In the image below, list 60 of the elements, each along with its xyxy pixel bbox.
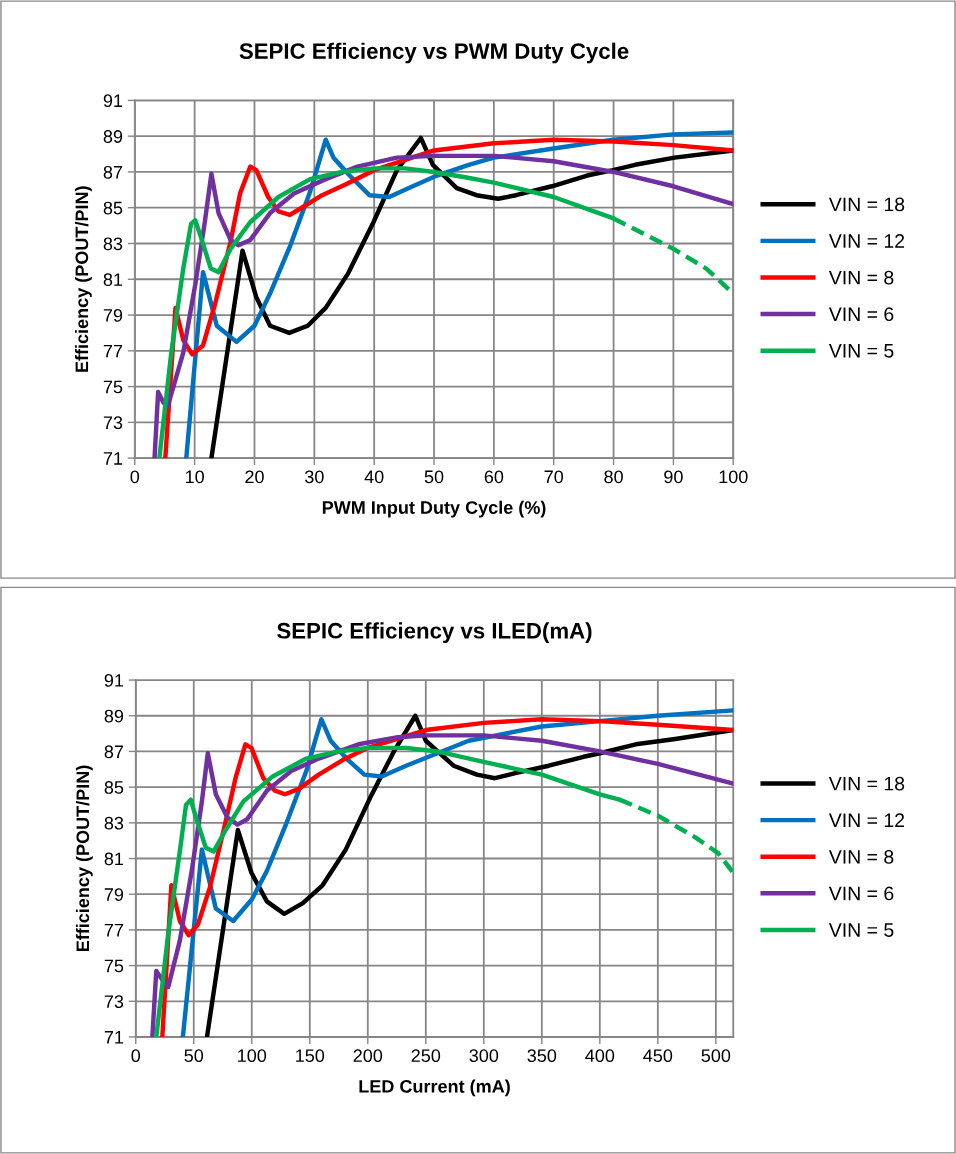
x-tick-label: 100 (238, 1049, 267, 1063)
x-tick-label: 400 (585, 1049, 615, 1063)
x-tick-label: 0 (130, 470, 140, 484)
y-tick-label: 83 (103, 237, 123, 251)
y-tick-label: 87 (104, 745, 124, 759)
y-tick-label: 85 (104, 781, 124, 794)
y-tick-label: 75 (104, 959, 124, 973)
legend-label: VIN = 6 (828, 886, 894, 901)
y-tick-label: 91 (103, 94, 123, 108)
legend-label: VIN = 8 (828, 270, 894, 285)
y-axis-title: Efficiency (POUT/PIN) (75, 765, 93, 952)
x-tick-label: 0 (131, 1049, 141, 1063)
x-axis-title: LED Current (mA) (359, 1079, 510, 1097)
y-tick-label: 89 (104, 709, 124, 723)
y-tick-label: 87 (103, 165, 123, 179)
y-tick-label: 83 (104, 816, 124, 830)
y-tick-label: 79 (103, 308, 123, 322)
legend-label: VIN = 18 (828, 776, 905, 791)
x-tick-label: 250 (411, 1049, 441, 1063)
chart-title: SEPIC Efficiency vs ILED(mA) (277, 622, 592, 643)
x-tick-label: 10 (185, 470, 204, 484)
x-tick-label: 80 (604, 470, 623, 484)
y-tick-label: 71 (104, 1031, 124, 1044)
x-tick-label: 350 (527, 1049, 557, 1063)
x-tick-label: 100 (719, 470, 748, 484)
x-tick-label: 500 (701, 1049, 731, 1063)
legend-label: VIN = 12 (828, 234, 905, 248)
y-tick-label: 81 (103, 273, 123, 286)
legend-label: VIN = 5 (828, 923, 894, 937)
legend-label: VIN = 6 (828, 307, 894, 322)
y-tick-label: 73 (104, 995, 124, 1009)
y-tick-label: 77 (103, 344, 123, 358)
x-axis-title: PWM Input Duty Cycle (%) (322, 500, 546, 518)
y-tick-label: 73 (103, 416, 123, 430)
y-tick-label: 91 (104, 673, 124, 687)
x-tick-label: 20 (245, 470, 264, 484)
y-tick-label: 77 (104, 924, 124, 937)
x-tick-label: 60 (484, 470, 504, 484)
y-tick-label: 89 (103, 130, 123, 143)
x-tick-label: 150 (296, 1049, 325, 1063)
x-tick-label: 50 (184, 1049, 204, 1063)
x-tick-label: 30 (304, 470, 324, 484)
chart-title: SEPIC Efficiency vs PWM Duty Cycle (239, 42, 629, 64)
x-tick-label: 300 (469, 1049, 499, 1063)
y-tick-label: 85 (103, 201, 123, 215)
legend-label: VIN = 8 (828, 849, 894, 864)
x-tick-label: 200 (353, 1049, 383, 1063)
x-tick-label: 40 (364, 470, 384, 484)
x-tick-label: 90 (664, 470, 683, 484)
y-tick-label: 81 (104, 852, 124, 866)
legend-label: VIN = 12 (828, 813, 905, 827)
y-tick-label: 79 (104, 888, 124, 901)
y-axis-title: Efficiency (POUT/PIN) (74, 186, 92, 372)
x-tick-label: 70 (544, 470, 564, 484)
y-tick-label: 75 (103, 380, 123, 394)
x-tick-label: 450 (643, 1049, 673, 1063)
legend-label: VIN = 18 (828, 197, 905, 212)
y-tick-label: 71 (103, 452, 123, 465)
legend-label: VIN = 5 (828, 344, 894, 358)
x-tick-label: 50 (424, 470, 444, 484)
